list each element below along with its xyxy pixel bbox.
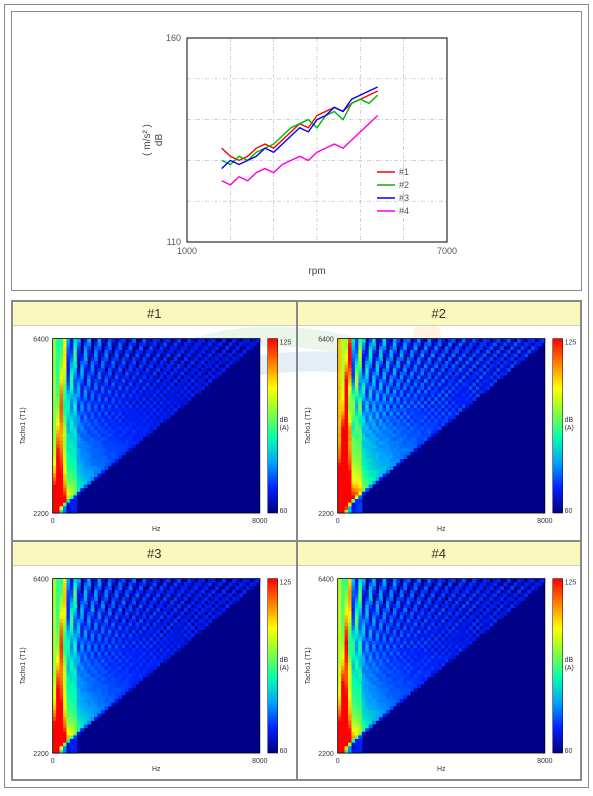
svg-text:(A): (A): [564, 425, 573, 432]
spectrogram-label: #4: [432, 546, 446, 561]
figure-page: 10007000110160rpm( m/s² )dB#1#2#3#4 #1 0…: [4, 4, 589, 788]
svg-text:Tacho1 (T1): Tacho1 (T1): [20, 407, 27, 444]
svg-text:125: 125: [564, 340, 576, 347]
line-chart: 1000 7000 110 160 rpm ( m/s² )dB #1 #2 #3 #4: [132, 20, 462, 280]
svg-text:Hz: Hz: [152, 765, 161, 772]
svg-text:Hz: Hz: [152, 526, 161, 533]
svg-text:125: 125: [280, 340, 292, 347]
spectrogram-header: #1: [13, 302, 296, 326]
svg-text:(A): (A): [280, 664, 289, 671]
svg-text:60: 60: [564, 508, 572, 515]
svg-text:2200: 2200: [33, 511, 49, 518]
svg-text:(A): (A): [280, 425, 289, 432]
spectrogram-cell-1: #1 0 8000 Hz 2200 6400 Tacho1 (T1) 125 60 dB(A): [12, 301, 297, 541]
spectrogram-plot: 0 8000 Hz 2200 6400 Tacho1 (T1) 125 60 dB(A): [13, 326, 296, 540]
spectrogram-plot: 0 8000 Hz 2200 6400 Tacho1 (T1) 125 60 dB(A): [298, 326, 581, 540]
svg-text:Hz: Hz: [436, 526, 445, 533]
svg-text:rpm: rpm: [308, 266, 325, 277]
svg-text:dB: dB: [154, 134, 165, 147]
svg-text:( m/s² ): ( m/s² ): [142, 124, 153, 156]
svg-text:8000: 8000: [252, 518, 268, 525]
svg-text:0: 0: [51, 757, 55, 764]
svg-text:60: 60: [280, 748, 288, 755]
spectrogram-header: #3: [13, 542, 296, 566]
svg-text:#2: #2: [399, 180, 409, 190]
spectrogram-cell-4: #4 08000Hz22006400Tacho1 (T1)12560dB(A): [297, 541, 582, 781]
svg-text:#4: #4: [399, 206, 409, 216]
svg-text:6400: 6400: [318, 337, 334, 344]
svg-text:6400: 6400: [33, 576, 49, 583]
svg-text:2200: 2200: [318, 511, 334, 518]
svg-text:#1: #1: [399, 167, 409, 177]
svg-text:dB: dB: [564, 417, 573, 424]
svg-text:Tacho1 (T1): Tacho1 (T1): [304, 407, 311, 444]
svg-text:60: 60: [280, 508, 288, 515]
svg-text:0: 0: [335, 518, 339, 525]
spectrogram-grid: #1 08000Hz22006400Tacho1 (T1)12560dB(A) …: [11, 300, 582, 781]
spectrogram-header: #4: [298, 542, 581, 566]
spectrogram-plot: 08000Hz22006400Tacho1 (T1)12560dB(A): [298, 566, 581, 780]
spectrogram-label: #2: [432, 306, 446, 321]
svg-text:160: 160: [165, 33, 180, 43]
svg-text:1000: 1000: [176, 246, 196, 256]
svg-text:110: 110: [166, 237, 180, 247]
svg-text:dB: dB: [280, 656, 289, 663]
svg-text:2200: 2200: [33, 751, 49, 758]
svg-text:125: 125: [280, 579, 292, 586]
line-chart-panel: 1000 7000 110 160 rpm ( m/s² )dB #1 #2 #3 #4: [11, 11, 582, 291]
svg-text:0: 0: [51, 518, 55, 525]
svg-text:6400: 6400: [33, 337, 49, 344]
spectrogram-label: #1: [147, 306, 161, 321]
spectrogram-cell-3: #3 0 8000 Hz 2200 6400 Tacho1 (T1) 125 60 dB(A): [12, 541, 297, 781]
spectrogram-label: #3: [147, 546, 161, 561]
svg-text:dB: dB: [280, 417, 289, 424]
spectrogram-header: #2: [298, 302, 581, 326]
spectrogram-plot: 0 8000 Hz 2200 6400 Tacho1 (T1) 125 60 dB(A): [13, 566, 296, 780]
svg-text:#3: #3: [399, 193, 409, 203]
svg-text:Tacho1 (T1): Tacho1 (T1): [20, 647, 27, 684]
svg-text:8000: 8000: [537, 518, 553, 525]
svg-text:7000: 7000: [436, 246, 456, 256]
spectrogram-cell-2: #2 0 8000 Hz 2200 6400 Tacho1 (T1) 125 60 dB(A): [297, 301, 582, 541]
svg-text:8000: 8000: [252, 757, 268, 764]
